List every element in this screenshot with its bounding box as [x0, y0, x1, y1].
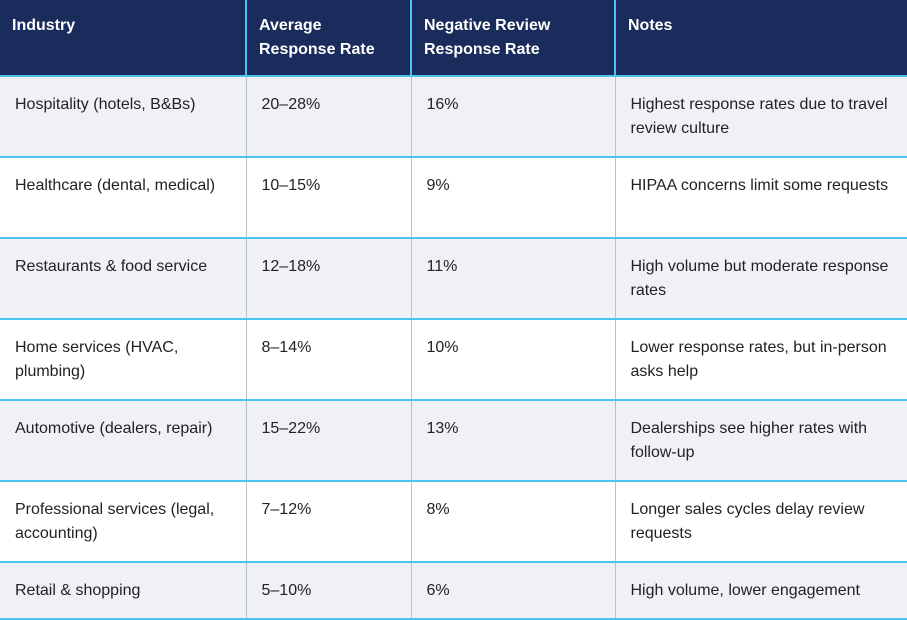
cell-notes: High volume but moderate response rates	[614, 238, 907, 320]
table-header: Industry Average Response Rate Negative …	[0, 0, 907, 77]
cell-average-response-rate: 8–14%	[245, 319, 411, 401]
header-negative-review-response-rate: Negative Review Response Rate	[410, 0, 615, 77]
cell-average-response-rate: 10–15%	[245, 157, 411, 239]
table-row: Restaurants & food service 12–18% 11% Hi…	[0, 238, 907, 320]
table-body: Hospitality (hotels, B&Bs) 20–28% 16% Hi…	[0, 76, 907, 620]
cell-negative-review-response-rate: 13%	[410, 400, 615, 482]
cell-notes: HIPAA concerns limit some requests	[614, 157, 907, 239]
cell-average-response-rate: 5–10%	[245, 562, 411, 620]
cell-average-response-rate: 12–18%	[245, 238, 411, 320]
table-row: Healthcare (dental, medical) 10–15% 9% H…	[0, 157, 907, 239]
cell-notes: Dealerships see higher rates with follow…	[614, 400, 907, 482]
cell-negative-review-response-rate: 8%	[410, 481, 615, 563]
cell-average-response-rate: 15–22%	[245, 400, 411, 482]
table-row: Hospitality (hotels, B&Bs) 20–28% 16% Hi…	[0, 76, 907, 158]
cell-industry: Restaurants & food service	[0, 238, 246, 320]
cell-negative-review-response-rate: 16%	[410, 76, 615, 158]
table-row: Home services (HVAC, plumbing) 8–14% 10%…	[0, 319, 907, 401]
cell-average-response-rate: 7–12%	[245, 481, 411, 563]
header-notes: Notes	[614, 0, 907, 77]
cell-industry: Retail & shopping	[0, 562, 246, 620]
cell-industry: Home services (HVAC, plumbing)	[0, 319, 246, 401]
header-row: Industry Average Response Rate Negative …	[0, 0, 907, 77]
cell-negative-review-response-rate: 9%	[410, 157, 615, 239]
cell-average-response-rate: 20–28%	[245, 76, 411, 158]
cell-notes: Lower response rates, but in-person asks…	[614, 319, 907, 401]
table-row: Retail & shopping 5–10% 6% High volume, …	[0, 562, 907, 620]
cell-industry: Professional services (legal, accounting…	[0, 481, 246, 563]
cell-notes: Longer sales cycles delay review request…	[614, 481, 907, 563]
cell-negative-review-response-rate: 11%	[410, 238, 615, 320]
cell-notes: High volume, lower engagement	[614, 562, 907, 620]
cell-negative-review-response-rate: 10%	[410, 319, 615, 401]
cell-industry: Automotive (dealers, repair)	[0, 400, 246, 482]
header-average-response-rate: Average Response Rate	[245, 0, 411, 77]
cell-negative-review-response-rate: 6%	[410, 562, 615, 620]
header-industry: Industry	[0, 0, 246, 77]
table-row: Professional services (legal, accounting…	[0, 481, 907, 563]
cell-industry: Hospitality (hotels, B&Bs)	[0, 76, 246, 158]
cell-industry: Healthcare (dental, medical)	[0, 157, 246, 239]
table-row: Automotive (dealers, repair) 15–22% 13% …	[0, 400, 907, 482]
cell-notes: Highest response rates due to travel rev…	[614, 76, 907, 158]
